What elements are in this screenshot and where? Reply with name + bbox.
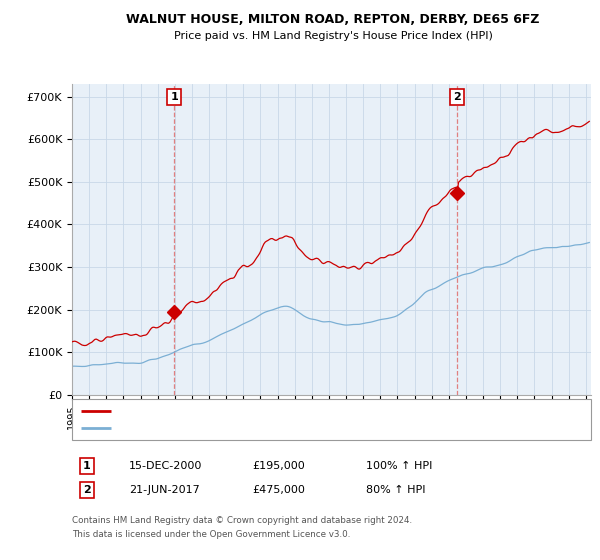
Text: Contains HM Land Registry data © Crown copyright and database right 2024.
This d: Contains HM Land Registry data © Crown c… xyxy=(72,516,412,539)
Text: £475,000: £475,000 xyxy=(252,485,305,495)
Text: Price paid vs. HM Land Registry's House Price Index (HPI): Price paid vs. HM Land Registry's House … xyxy=(173,31,493,41)
Text: HPI: Average price, detached house, South Derbyshire: HPI: Average price, detached house, Sout… xyxy=(118,423,384,433)
Text: 21-JUN-2017: 21-JUN-2017 xyxy=(129,485,200,495)
Text: 2: 2 xyxy=(83,485,91,495)
Text: WALNUT HOUSE, MILTON ROAD, REPTON, DERBY, DE65 6FZ: WALNUT HOUSE, MILTON ROAD, REPTON, DERBY… xyxy=(126,13,540,26)
Text: WALNUT HOUSE, MILTON ROAD, REPTON, DERBY, DE65 6FZ (detached house): WALNUT HOUSE, MILTON ROAD, REPTON, DERBY… xyxy=(118,405,500,416)
Text: 100% ↑ HPI: 100% ↑ HPI xyxy=(366,461,433,471)
Text: 1: 1 xyxy=(170,92,178,102)
Text: 80% ↑ HPI: 80% ↑ HPI xyxy=(366,485,425,495)
Text: £195,000: £195,000 xyxy=(252,461,305,471)
Text: 1: 1 xyxy=(83,461,91,471)
Text: 15-DEC-2000: 15-DEC-2000 xyxy=(129,461,202,471)
Text: 2: 2 xyxy=(453,92,461,102)
